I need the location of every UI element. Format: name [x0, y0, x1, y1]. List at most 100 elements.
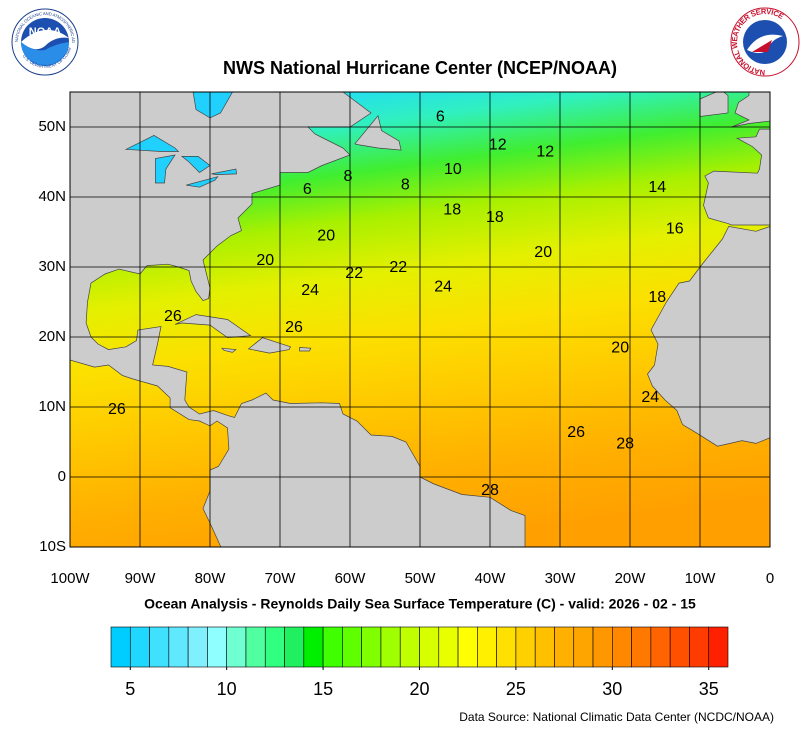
contour-label: 18 — [648, 289, 666, 306]
x-tick-label: 60W — [335, 570, 367, 587]
colorbar-cell — [419, 626, 440, 668]
x-tick-label: 70W — [265, 570, 297, 587]
contour-label: 28 — [481, 482, 499, 499]
data-source: Data Source: National Climatic Data Cent… — [459, 710, 774, 724]
y-tick-label: 40N — [38, 188, 66, 205]
colorbar-cell — [399, 626, 420, 668]
land — [299, 347, 312, 352]
x-tick-label: 20W — [615, 570, 647, 587]
land — [354, 115, 402, 151]
contour-label: 26 — [567, 424, 585, 441]
y-tick-label: 0 — [58, 468, 66, 485]
contour-label: 6 — [303, 181, 312, 198]
colorbar-tick-label: 30 — [602, 679, 622, 699]
subtitle: Ocean Analysis - Reynolds Daily Sea Surf… — [144, 596, 696, 612]
title: NWS National Hurricane Center (NCEP/NOAA… — [223, 58, 617, 78]
colorbar-cell — [168, 626, 189, 668]
contour-label: 12 — [536, 143, 554, 160]
colorbar-cell — [129, 626, 150, 668]
noaa-label: NOAA — [29, 26, 61, 38]
map-frame — [69, 91, 771, 548]
colorbar-cell — [264, 626, 285, 668]
y-tick-label: 10S — [39, 538, 66, 555]
contour-label: 14 — [648, 179, 666, 196]
land — [647, 226, 770, 447]
colorbar-cell — [361, 626, 382, 668]
colorbar-cell — [226, 626, 247, 668]
colorbar-cell — [631, 626, 652, 668]
colorbar-cell — [303, 626, 324, 668]
colorbar-cell — [110, 626, 131, 668]
colorbar-cell — [380, 626, 401, 668]
x-tick-label: 30W — [545, 570, 577, 587]
y-tick-label: 20N — [38, 328, 66, 345]
lake — [155, 154, 176, 184]
contour-label: 20 — [611, 339, 629, 356]
contour-label: 20 — [317, 227, 335, 244]
contour-label: 18 — [486, 209, 504, 226]
y-tick-label: 50N — [38, 118, 66, 135]
colorbar-cell — [477, 626, 497, 668]
colorbar-cell — [284, 626, 305, 668]
y-tick-label: 30N — [38, 258, 66, 275]
colorbar-cell — [534, 626, 555, 668]
contour-label: 22 — [345, 265, 363, 282]
land — [70, 92, 526, 547]
contour-label: 8 — [343, 168, 352, 185]
colorbar-cell — [515, 626, 536, 668]
contour-label: 24 — [434, 279, 452, 296]
colorbar-cell — [669, 626, 690, 668]
colorbar-tick-label: 5 — [125, 679, 135, 699]
y-tick-label: 10N — [38, 398, 66, 415]
colorbar: 5 10 15 20 25 30 35 — [110, 626, 729, 699]
contour-label: 20 — [256, 252, 274, 269]
x-tick-label: 100W — [50, 570, 90, 587]
contour-label: 8 — [401, 176, 410, 193]
colorbar-cell — [187, 626, 208, 668]
colorbar-cell — [342, 626, 362, 668]
contour-label: 6 — [436, 108, 445, 125]
contour-label: 16 — [666, 220, 684, 237]
colorbar-cell — [689, 626, 710, 668]
colorbar-cell — [592, 626, 613, 668]
colorbar-cell — [496, 626, 517, 668]
contour-label: 26 — [285, 319, 303, 336]
contour-label: 18 — [443, 202, 461, 219]
colorbar-tick-label: 25 — [506, 679, 526, 699]
x-tick-label: 90W — [125, 570, 157, 587]
noaa-logo: NOAA NATIONAL OCEANIC AND ATMOSPHERIC AD… — [0, 0, 79, 76]
contour-label: 28 — [616, 435, 634, 452]
colorbar-cell — [573, 626, 594, 668]
colorbar-cell — [149, 626, 170, 668]
lake — [181, 156, 211, 173]
x-tick-label: 10W — [685, 570, 717, 587]
colorbar-cell — [708, 626, 729, 668]
land — [703, 128, 770, 226]
colorbar-tick-label: 15 — [313, 679, 333, 699]
colorbar-cell — [650, 626, 671, 668]
colorbar-tick-label: 35 — [699, 679, 719, 699]
contour-label: 24 — [641, 389, 659, 406]
contour-label: 26 — [164, 308, 182, 325]
colorbar-cell — [612, 626, 632, 668]
contour-label: 12 — [489, 136, 507, 153]
colorbar-cell — [438, 626, 459, 668]
land — [220, 347, 237, 353]
contour-label: 10 — [444, 161, 462, 178]
land — [731, 92, 770, 128]
colorbar-cell — [322, 626, 343, 668]
lake — [124, 135, 180, 152]
colorbar-cell — [207, 626, 227, 668]
contour-label: 24 — [301, 282, 319, 299]
lake — [211, 168, 238, 175]
colorbar-tick-label: 10 — [217, 679, 237, 699]
colorbar-cell — [457, 626, 478, 668]
colorbar-cell — [245, 626, 266, 668]
contour-label: 20 — [534, 244, 552, 261]
contour-label: 22 — [389, 259, 407, 276]
x-tick-label: 80W — [195, 570, 227, 587]
x-tick-label: 50W — [405, 570, 437, 587]
lake — [192, 92, 233, 119]
x-tick-label: 0 — [766, 570, 774, 587]
